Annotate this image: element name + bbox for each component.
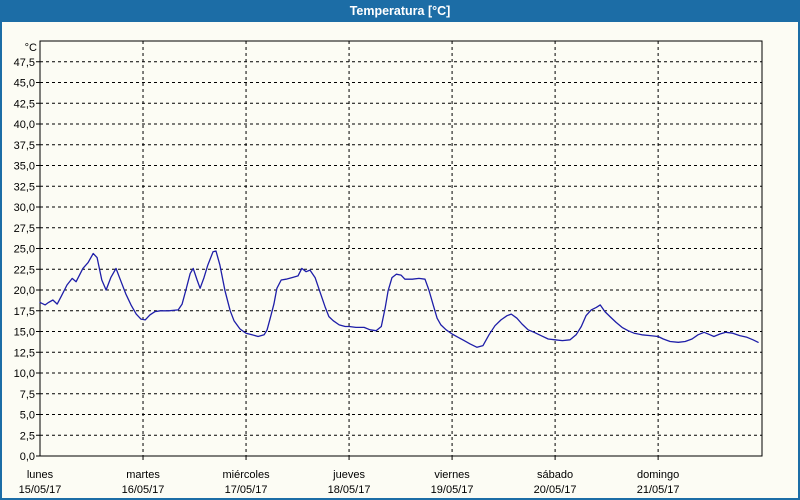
day-name-label: martes bbox=[126, 469, 160, 481]
day-date-label: 16/05/17 bbox=[122, 484, 165, 496]
y-tick-label: 0,0 bbox=[20, 451, 35, 463]
plot-border bbox=[39, 40, 763, 457]
day-name-label: miércoles bbox=[223, 469, 271, 481]
window-title: Temperatura [°C] bbox=[349, 4, 451, 18]
y-axis-unit-label: °C bbox=[25, 42, 37, 54]
day-date-label: 18/05/17 bbox=[328, 484, 371, 496]
day-date-label: 17/05/17 bbox=[225, 484, 268, 496]
day-name-label: sábado bbox=[537, 469, 573, 481]
y-tick-label: 45,0 bbox=[14, 78, 35, 90]
day-date-label: 21/05/17 bbox=[637, 484, 680, 496]
y-tick-label: 32,5 bbox=[14, 181, 35, 193]
temperature-line bbox=[39, 250, 759, 348]
y-tick-label: 20,0 bbox=[14, 285, 35, 297]
y-tick-label: 42,5 bbox=[14, 98, 35, 110]
y-tick-label: 47,5 bbox=[14, 57, 35, 69]
day-date-label: 19/05/17 bbox=[431, 484, 474, 496]
y-tick-label: 22,5 bbox=[14, 264, 35, 276]
y-tick-label: 10,0 bbox=[14, 368, 35, 380]
y-tick-label: 2,5 bbox=[20, 430, 35, 442]
y-tick-label: 37,5 bbox=[14, 140, 35, 152]
day-name-label: lunes bbox=[27, 469, 54, 481]
y-tick-label: 35,0 bbox=[14, 161, 35, 173]
y-tick-label: 15,0 bbox=[14, 327, 35, 339]
y-tick-label: 7,5 bbox=[20, 389, 35, 401]
y-tick-label: 25,0 bbox=[14, 244, 35, 256]
y-tick-label: 5,0 bbox=[20, 410, 35, 422]
y-tick-label: 12,5 bbox=[14, 347, 35, 359]
day-name-label: jueves bbox=[332, 469, 365, 481]
day-name-label: domingo bbox=[637, 469, 679, 481]
day-name-label: viernes bbox=[434, 469, 470, 481]
y-tick-label: 40,0 bbox=[14, 119, 35, 131]
y-tick-label: 27,5 bbox=[14, 223, 35, 235]
day-date-label: 20/05/17 bbox=[534, 484, 577, 496]
day-date-label: 15/05/17 bbox=[19, 484, 62, 496]
y-tick-label: 30,0 bbox=[14, 202, 35, 214]
window-titlebar: Temperatura [°C] bbox=[0, 0, 800, 22]
y-tick-label: 17,5 bbox=[14, 306, 35, 318]
